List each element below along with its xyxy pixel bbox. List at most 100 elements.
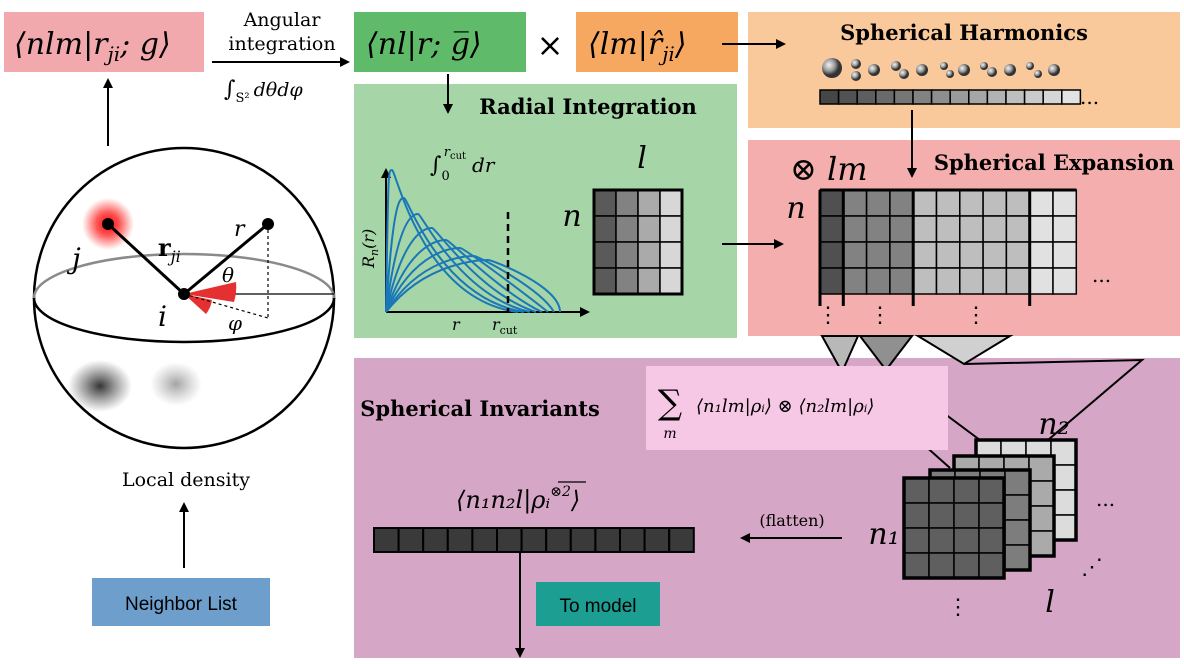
flatten-label: (flatten) [759,511,824,530]
radial-grid-cell [659,189,683,217]
tensor-cell [1004,469,1031,496]
invariant-bar-cell [496,527,523,553]
spherical-harmonics-title: Spherical Harmonics [840,20,1088,45]
harmonic-bar-cell [893,89,914,105]
harmonic-bar-cell [986,89,1007,105]
expansion-grid-cell [842,189,868,217]
radial-grid-cell [593,189,617,217]
expansion-grid-cell [889,189,914,217]
tensor-cell [1004,519,1031,546]
expansion-grid-cell [1052,267,1078,295]
expansion-grid-cell [889,215,914,243]
tensor-cell [928,502,955,529]
to-model-label: To model [559,596,636,617]
tensor-cell [928,477,955,504]
expansion-n-label: n [786,191,805,226]
expansion-dots: ... [1092,263,1111,287]
neighbor-list-label: Neighbor List [125,594,238,615]
expansion-grid-cell [912,215,938,243]
cube-ddots: ⋰ [1081,555,1103,580]
expansion-grid-cell [1005,215,1031,243]
radial-basis-curve [385,246,549,313]
sum-formula-box [646,366,948,450]
expansion-grid-cell [935,189,961,217]
spherical-invariants-title: Spherical Invariants [360,396,600,421]
atom-i-label: i [158,300,167,333]
harmonic-bar-cell [949,89,970,105]
expansion-vdots-1: ⋮ [817,303,839,328]
radial-coefficient-grid [592,188,684,296]
local-density-label: Local density [122,469,250,491]
tensor-cell [1028,480,1055,507]
invariant-bar-cell [668,527,695,553]
expansion-grid-cell [982,189,1008,217]
bra-nlm-box [4,12,204,72]
cube-dots: ... [1096,487,1115,511]
tensor-cell [953,527,980,554]
radial-basis-curve [385,196,525,313]
sum-formula: ⟨n₁lm|ρᵢ⟩ ⊗ ⟨n₂lm|ρᵢ⟩ [696,396,874,417]
tensor-cell [928,527,955,554]
harmonic-bar-cell [968,89,989,105]
expansion-grid-cell [935,215,961,243]
expansion-grid-cell [912,267,938,295]
invariant-bar-cell [520,527,548,553]
radial-grid-cell [659,241,683,269]
expansion-vdots-2: ⋮ [869,303,891,328]
radial-grid-cell [659,267,683,295]
sum-subscript: m [663,426,676,442]
harmonic-bra-box [576,12,738,72]
expansion-grid-cell [889,241,914,269]
harmonic-bra-text: ⟨lm|r̂ji⟩ [588,27,687,66]
expansion-grid-cell [1052,241,1078,269]
radial-grid-cell [615,241,639,269]
radial-grid-cell [593,241,617,269]
phi-label: φ [228,311,242,335]
invariant-bar-cell [569,527,597,553]
radial-grid-cell [659,215,683,243]
expansion-grid-cell [959,241,984,269]
tensor-cell [1004,494,1031,521]
radial-l-label: l [637,141,647,176]
angular-label-line1: Angular [243,9,322,31]
expansion-grid-cell [1028,215,1054,243]
bra-nlm-text: ⟨nlm|rji; g⟩ [14,27,171,66]
radial-integral: ∫0rcut dr [430,145,496,184]
invariant-bar-cell [397,527,425,553]
radial-bra-box [354,12,526,72]
harmonic-bar-cell [819,89,840,105]
tensor-cell [978,527,1005,554]
tensor-cell [978,502,1005,529]
harmonic-bar [819,89,1082,105]
radial-grid-cell [637,241,661,269]
tensor-cell [903,502,930,529]
tensor-cell [928,552,955,579]
expansion-coefficient-grid [818,188,1078,306]
harmonic-bar-cell [1023,89,1044,105]
expansion-grid-cell [819,189,845,217]
expansion-grid-cell [912,189,938,217]
expansion-grid-cell [1005,267,1031,295]
expansion-grid-cell [935,241,961,269]
expansion-grid-cell [842,215,868,243]
invariant-bar-cell [471,527,498,553]
expansion-grid-cell [1005,241,1031,269]
radial-n-label: n [562,199,581,234]
expansion-grid-cell [842,241,868,269]
expansion-grid-cell [1052,189,1078,217]
radial-grid-cell [593,267,617,295]
invariant-bar-cell [373,527,400,553]
invariant-bar-cell [545,527,572,553]
harmonic-bar-cell [1061,89,1082,105]
radial-grid-cell [637,267,661,295]
radial-grid-cell [637,215,661,243]
radial-grid-cell [593,215,617,243]
tensor-cell [1028,530,1055,557]
radial-grid-cell [615,267,639,295]
rcut-label: rcut [492,315,518,337]
invariant-tensor-stack [902,438,1078,580]
radial-basis-curve [385,168,519,313]
radial-grid-cell [637,189,661,217]
